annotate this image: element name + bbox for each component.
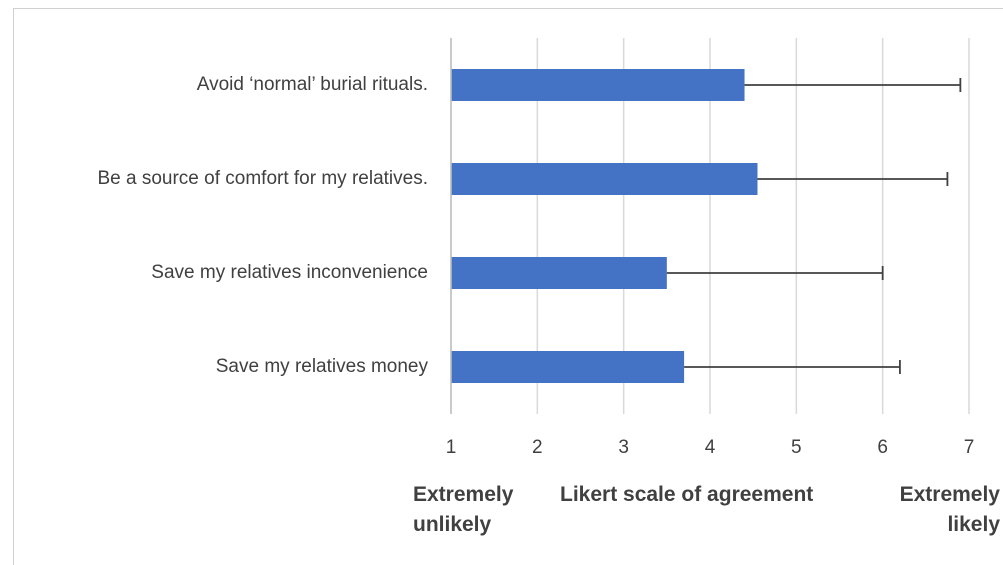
x-tick-label: 1 bbox=[446, 437, 457, 458]
y-tick-label: Be a source of comfort for my relatives. bbox=[97, 168, 428, 189]
x-tick-label: 5 bbox=[791, 437, 802, 458]
bar bbox=[451, 163, 758, 195]
x-axis-label: Likert scale of agreement bbox=[560, 483, 814, 506]
error-bar bbox=[757, 172, 949, 186]
chart-border bbox=[13, 8, 1003, 565]
x-tick-label: 2 bbox=[532, 437, 543, 458]
x-tick-label: 4 bbox=[705, 437, 716, 458]
bar bbox=[451, 257, 667, 289]
annotation: Extremely likely bbox=[899, 483, 1000, 536]
y-tick-label: Save my relatives money bbox=[216, 356, 429, 377]
annotation: Extremely unlikely bbox=[413, 483, 514, 536]
error-bar bbox=[744, 78, 962, 92]
x-tick-label: 7 bbox=[964, 437, 975, 458]
error-bar bbox=[684, 360, 901, 374]
x-tick-label: 3 bbox=[618, 437, 629, 458]
y-tick-label: Save my relatives inconvenience bbox=[151, 262, 428, 283]
bar bbox=[451, 69, 745, 101]
bar bbox=[451, 351, 685, 383]
y-tick-label: Avoid ‘normal’ burial rituals. bbox=[197, 74, 428, 95]
x-tick-label: 6 bbox=[877, 437, 888, 458]
error-bar bbox=[666, 266, 884, 280]
